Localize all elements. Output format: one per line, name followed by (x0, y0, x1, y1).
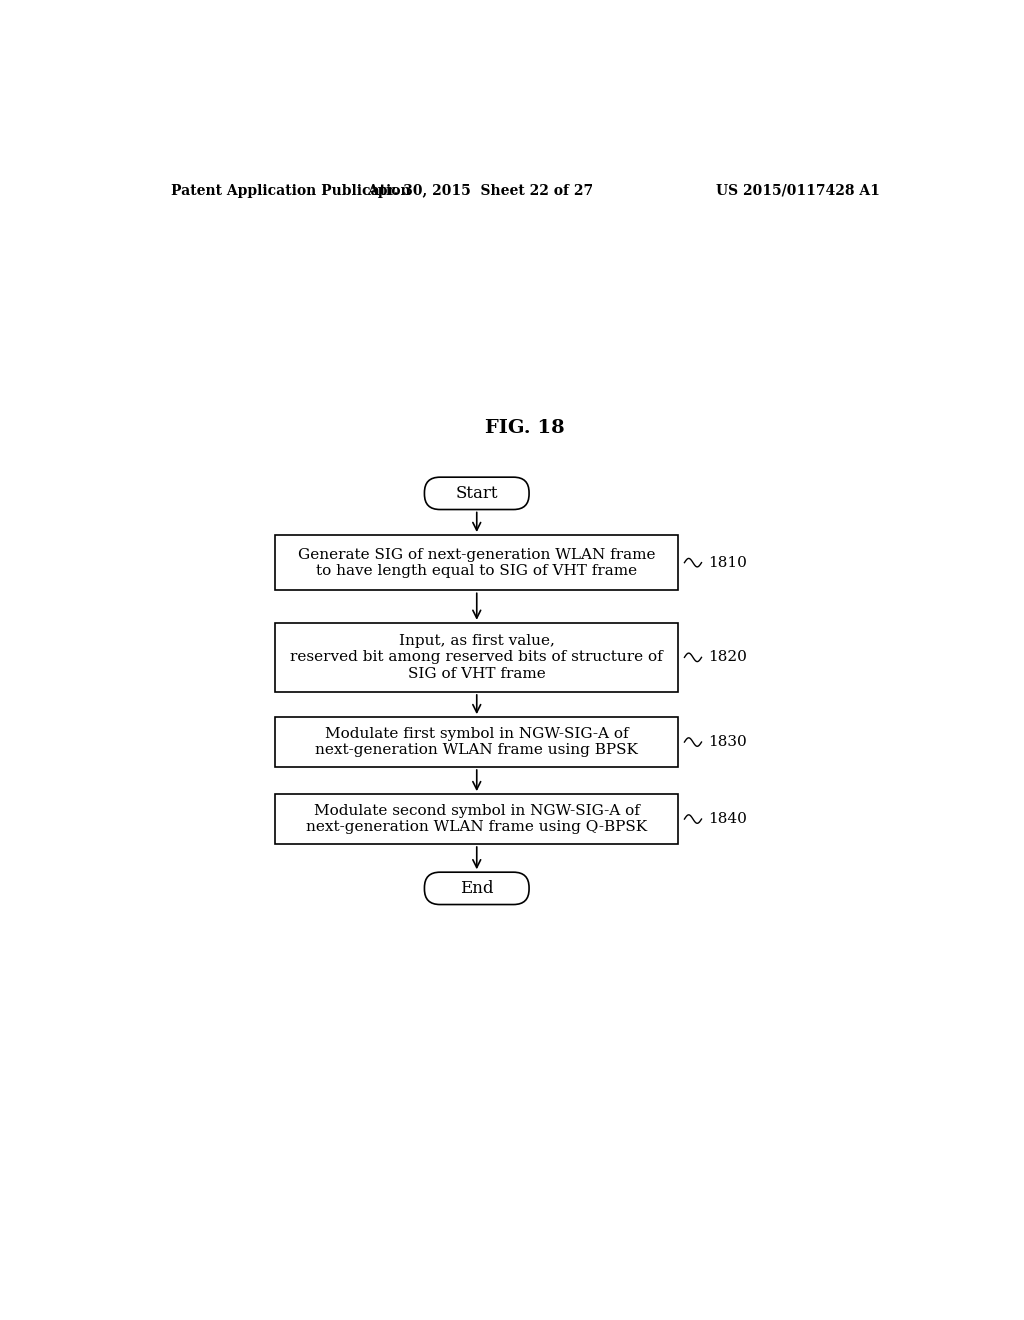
Bar (275, 623, 678, 692)
Text: US 2015/0117428 A1: US 2015/0117428 A1 (716, 183, 880, 198)
Text: Modulate first symbol in NGW-SIG-A of
next-generation WLAN frame using BPSK: Modulate first symbol in NGW-SIG-A of ne… (315, 727, 638, 758)
Text: Apr. 30, 2015  Sheet 22 of 27: Apr. 30, 2015 Sheet 22 of 27 (368, 183, 594, 198)
Text: 1810: 1810 (708, 556, 746, 570)
Text: 1820: 1820 (708, 651, 746, 664)
Text: FIG. 18: FIG. 18 (485, 418, 564, 437)
Bar (275, 795, 678, 843)
Bar (275, 717, 678, 767)
Text: Modulate second symbol in NGW-SIG-A of
next-generation WLAN frame using Q-BPSK: Modulate second symbol in NGW-SIG-A of n… (306, 804, 647, 834)
Text: Start: Start (456, 484, 498, 502)
FancyBboxPatch shape (424, 873, 529, 904)
Text: Input, as first value,
reserved bit among reserved bits of structure of
SIG of V: Input, as first value, reserved bit amon… (291, 634, 664, 681)
Text: 1840: 1840 (708, 812, 746, 826)
Bar (275, 535, 678, 590)
Text: Generate SIG of next-generation WLAN frame
to have length equal to SIG of VHT fr: Generate SIG of next-generation WLAN fra… (298, 548, 655, 578)
FancyBboxPatch shape (424, 478, 529, 510)
Text: 1830: 1830 (708, 735, 746, 748)
Text: Patent Application Publication: Patent Application Publication (171, 183, 411, 198)
Text: End: End (460, 880, 494, 896)
